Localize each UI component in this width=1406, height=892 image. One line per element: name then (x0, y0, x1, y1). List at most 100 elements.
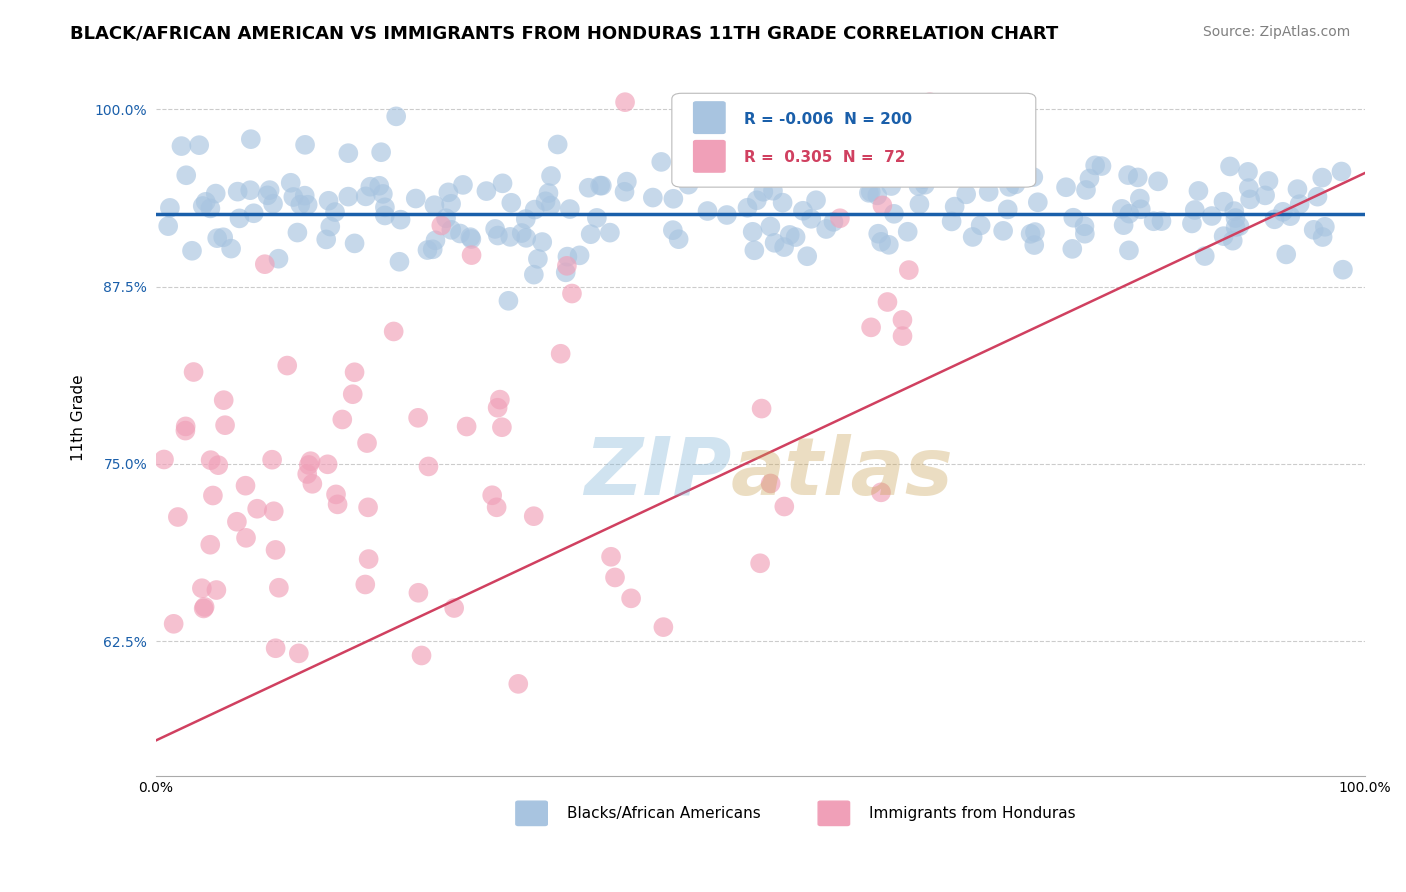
Point (290, 197, 312, 211)
Point (897, 225, 920, 239)
Point (872, 198, 894, 212)
Point (170, 139, 193, 153)
Point (1313, 219, 1336, 234)
Point (523, 268, 546, 282)
Point (1302, 223, 1324, 237)
Point (759, 476, 782, 491)
Point (558, 202, 581, 216)
Point (523, 509, 546, 524)
Point (534, 194, 557, 209)
Point (226, 185, 249, 199)
Point (225, 515, 247, 529)
Point (205, 582, 228, 597)
Text: R = -0.006  N = 200: R = -0.006 N = 200 (744, 112, 912, 127)
Point (456, 419, 478, 434)
Point (508, 677, 530, 691)
Point (1306, 189, 1329, 203)
Point (600, 549, 623, 564)
Point (323, 205, 346, 219)
Point (762, 184, 785, 198)
Point (330, 412, 353, 426)
Point (298, 458, 321, 472)
Point (1225, 211, 1247, 225)
Point (877, 237, 900, 252)
Point (153, 452, 176, 467)
Point (908, 163, 931, 178)
Point (763, 235, 786, 250)
Point (159, 201, 181, 215)
Point (406, 410, 429, 425)
Point (499, 230, 522, 244)
Point (1275, 247, 1298, 261)
Point (943, 200, 966, 214)
Point (388, 254, 411, 268)
Y-axis label: 11th Grade: 11th Grade (72, 375, 86, 461)
Point (616, 175, 638, 189)
Point (425, 233, 447, 247)
Point (262, 196, 284, 211)
Point (510, 226, 533, 240)
Point (183, 365, 205, 379)
Point (315, 232, 337, 246)
Point (294, 188, 316, 202)
Point (1310, 170, 1333, 185)
Point (1330, 164, 1353, 178)
Point (776, 149, 799, 163)
Point (540, 169, 562, 183)
Point (239, 183, 262, 197)
Point (1239, 193, 1261, 207)
Point (912, 172, 935, 186)
Point (498, 293, 520, 308)
Point (207, 458, 229, 472)
Point (955, 187, 977, 202)
Point (870, 235, 893, 249)
Point (200, 538, 222, 552)
Point (1073, 219, 1095, 234)
Point (253, 257, 276, 271)
Text: R =  0.305  N =  72: R = 0.305 N = 72 (744, 150, 905, 165)
Point (430, 219, 453, 233)
Point (891, 329, 914, 343)
Point (157, 219, 180, 234)
Point (280, 176, 302, 190)
Point (201, 489, 224, 503)
Point (737, 201, 759, 215)
Point (501, 195, 523, 210)
Point (491, 177, 513, 191)
Text: Immigrants from Honduras: Immigrants from Honduras (869, 805, 1076, 821)
Point (370, 145, 392, 160)
Point (440, 196, 463, 211)
Point (1150, 214, 1173, 228)
Point (1090, 159, 1112, 173)
Text: ZIP: ZIP (583, 434, 731, 512)
Point (1074, 183, 1097, 197)
Point (214, 418, 236, 433)
Point (1237, 181, 1260, 195)
Point (205, 231, 228, 245)
Point (1181, 216, 1204, 230)
Text: atlas: atlas (731, 434, 953, 512)
Point (547, 137, 569, 152)
Point (883, 207, 905, 221)
Point (800, 211, 823, 226)
Point (962, 230, 984, 244)
Point (1279, 209, 1302, 223)
Point (1229, 219, 1251, 233)
Point (295, 467, 318, 481)
Point (200, 453, 222, 467)
Point (235, 478, 257, 492)
Point (815, 222, 838, 236)
Point (579, 227, 602, 242)
Point (416, 243, 439, 257)
Point (283, 190, 305, 204)
Point (1212, 194, 1234, 209)
Point (766, 120, 789, 134)
Point (1129, 202, 1152, 217)
Point (288, 646, 311, 660)
Point (1237, 165, 1260, 179)
Point (1219, 160, 1241, 174)
Point (337, 146, 360, 161)
Point (1147, 174, 1170, 188)
Point (449, 227, 471, 241)
Point (1004, 178, 1026, 192)
